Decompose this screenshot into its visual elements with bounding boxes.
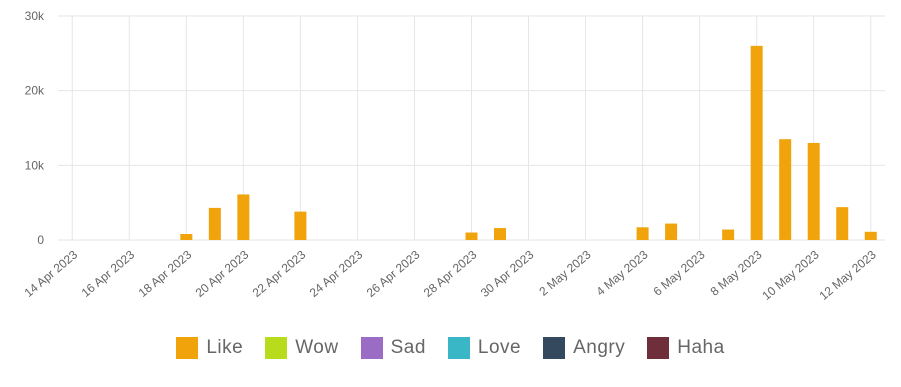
y-tick-label: 30k xyxy=(25,9,45,23)
bar-like[interactable] xyxy=(465,232,478,240)
legend-label-wow: Wow xyxy=(295,337,339,358)
legend-item-angry[interactable]: Angry xyxy=(543,337,625,359)
bar-like[interactable] xyxy=(750,45,763,240)
x-tick-label: 6 May 2023 xyxy=(651,247,708,298)
legend-label-sad: Sad xyxy=(390,337,426,358)
legend-swatch-love xyxy=(447,337,470,359)
bar-like[interactable] xyxy=(864,231,877,240)
x-tick-label: 2 May 2023 xyxy=(536,247,593,298)
bar-like[interactable] xyxy=(665,223,678,240)
legend-swatch-sad xyxy=(360,337,383,359)
bar-like[interactable] xyxy=(294,211,307,240)
bar-like[interactable] xyxy=(494,228,507,240)
bar-like[interactable] xyxy=(722,229,735,240)
legend-swatch-like xyxy=(176,337,199,359)
gridlines xyxy=(58,15,885,241)
bar-like[interactable] xyxy=(180,234,193,240)
y-tick-label: 20k xyxy=(25,84,45,98)
legend-item-love[interactable]: Love xyxy=(447,337,522,359)
x-tick-label: 30 Apr 2023 xyxy=(478,247,537,300)
x-tick-label: 20 Apr 2023 xyxy=(193,247,252,300)
legend-label-like: Like xyxy=(206,337,244,358)
x-tick-label: 16 Apr 2023 xyxy=(79,247,138,300)
legend-item-sad[interactable]: Sad xyxy=(360,337,426,359)
legend-label-angry: Angry xyxy=(573,337,626,358)
bar-like[interactable] xyxy=(208,207,221,240)
bar-like[interactable] xyxy=(636,227,649,240)
x-tick-label: 8 May 2023 xyxy=(708,247,765,298)
legend-item-wow[interactable]: Wow xyxy=(265,337,338,359)
legend-swatch-angry xyxy=(543,337,566,359)
x-tick-label: 24 Apr 2023 xyxy=(307,247,366,300)
legend-label-haha: Haha xyxy=(677,337,725,358)
bar-like[interactable] xyxy=(836,207,849,240)
legend-swatch-haha xyxy=(647,337,670,359)
legend-item-like[interactable]: Like xyxy=(176,337,243,359)
y-tick-label: 10k xyxy=(25,158,45,172)
bars xyxy=(180,45,877,240)
x-tick-label: 14 Apr 2023 xyxy=(22,247,81,300)
x-tick-label: 22 Apr 2023 xyxy=(250,247,309,300)
x-tick-label: 26 Apr 2023 xyxy=(364,247,423,300)
x-tick-label: 28 Apr 2023 xyxy=(421,247,480,300)
y-tick-label: 0 xyxy=(37,233,44,247)
bar-like[interactable] xyxy=(779,139,792,240)
y-axis-ticks: 0 10k 20k 30k xyxy=(25,9,45,247)
legend-swatch-wow xyxy=(265,337,288,359)
legend: Like Wow Sad Love Angry Haha xyxy=(0,328,901,368)
x-tick-label: 18 Apr 2023 xyxy=(136,247,195,300)
legend-label-love: Love xyxy=(477,337,522,358)
x-tick-label: 10 May 2023 xyxy=(759,247,821,303)
legend-item-haha[interactable]: Haha xyxy=(647,337,724,359)
x-tick-label: 12 May 2023 xyxy=(817,247,879,303)
bar-like[interactable] xyxy=(807,142,820,240)
x-tick-label: 4 May 2023 xyxy=(593,247,650,298)
bar-like[interactable] xyxy=(237,194,250,240)
